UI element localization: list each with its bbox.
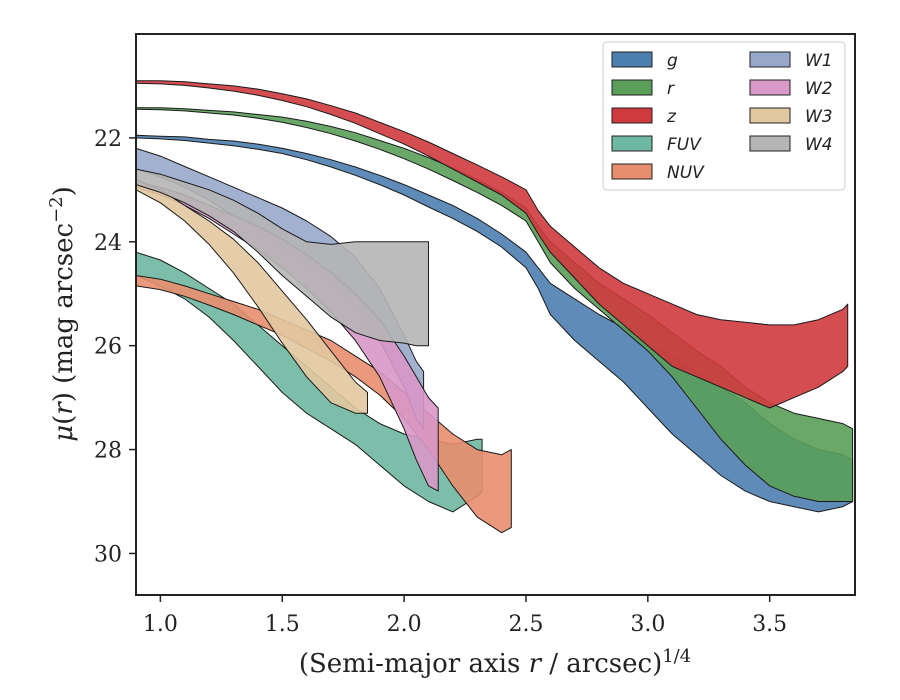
legend-swatch-w4 xyxy=(749,135,791,152)
band-w4 xyxy=(136,168,429,347)
legend-swatch-z xyxy=(611,107,653,124)
band-z xyxy=(136,80,849,409)
legend-label-w1: W1 xyxy=(805,51,833,71)
plot-frame xyxy=(135,33,856,596)
x-axis-ticks: 1.0 1.5 2.0 2.5 3.0 3.5 xyxy=(143,595,787,637)
legend-swatch-w1 xyxy=(749,51,791,68)
legend: grz FUV NUV W1 W2 W3 W4 xyxy=(602,41,846,191)
y-axis-ticks: 22 24 26 28 30 xyxy=(94,127,136,567)
legend-swatch-r xyxy=(611,79,653,96)
y-tick-label: 22 xyxy=(94,127,122,152)
y-tick-label: 28 xyxy=(94,439,122,464)
x-tick-label: 1.0 xyxy=(143,612,178,637)
band-r xyxy=(136,107,854,502)
x-tick-label: 2.0 xyxy=(387,612,422,637)
y-tick-label: 24 xyxy=(94,231,122,256)
legend-label-w4: W4 xyxy=(805,135,833,155)
legend-swatch-nuv xyxy=(611,163,653,180)
legend-swatch-fuv xyxy=(611,135,653,152)
legend-swatch-g xyxy=(611,51,653,68)
legend-label-nuv: NUV xyxy=(667,163,705,183)
x-tick-label: 1.5 xyxy=(265,612,300,637)
legend-label-fuv: FUV xyxy=(667,135,702,155)
legend-label-z: z xyxy=(666,107,677,127)
profile-bands xyxy=(136,80,854,534)
legend-label-w3: W3 xyxy=(805,107,833,127)
band-w3 xyxy=(136,178,368,414)
x-tick-label: 2.5 xyxy=(508,612,543,637)
legend-label-g: g xyxy=(667,51,678,71)
legend-label-w2: W2 xyxy=(805,79,833,99)
legend-swatch-w3 xyxy=(749,107,791,124)
legend-label-r: r xyxy=(667,79,675,99)
x-tick-label: 3.0 xyxy=(630,612,665,637)
y-axis-label: μ(r) (mag arcsec−2) xyxy=(46,186,79,442)
x-axis-label: (Semi-major axis r / arcsec)1/4 xyxy=(299,646,691,679)
y-tick-label: 26 xyxy=(94,335,122,360)
legend-swatch-w2 xyxy=(749,79,791,96)
legend-frame xyxy=(602,41,846,191)
x-tick-label: 3.5 xyxy=(752,612,787,637)
y-tick-label: 30 xyxy=(94,542,122,567)
